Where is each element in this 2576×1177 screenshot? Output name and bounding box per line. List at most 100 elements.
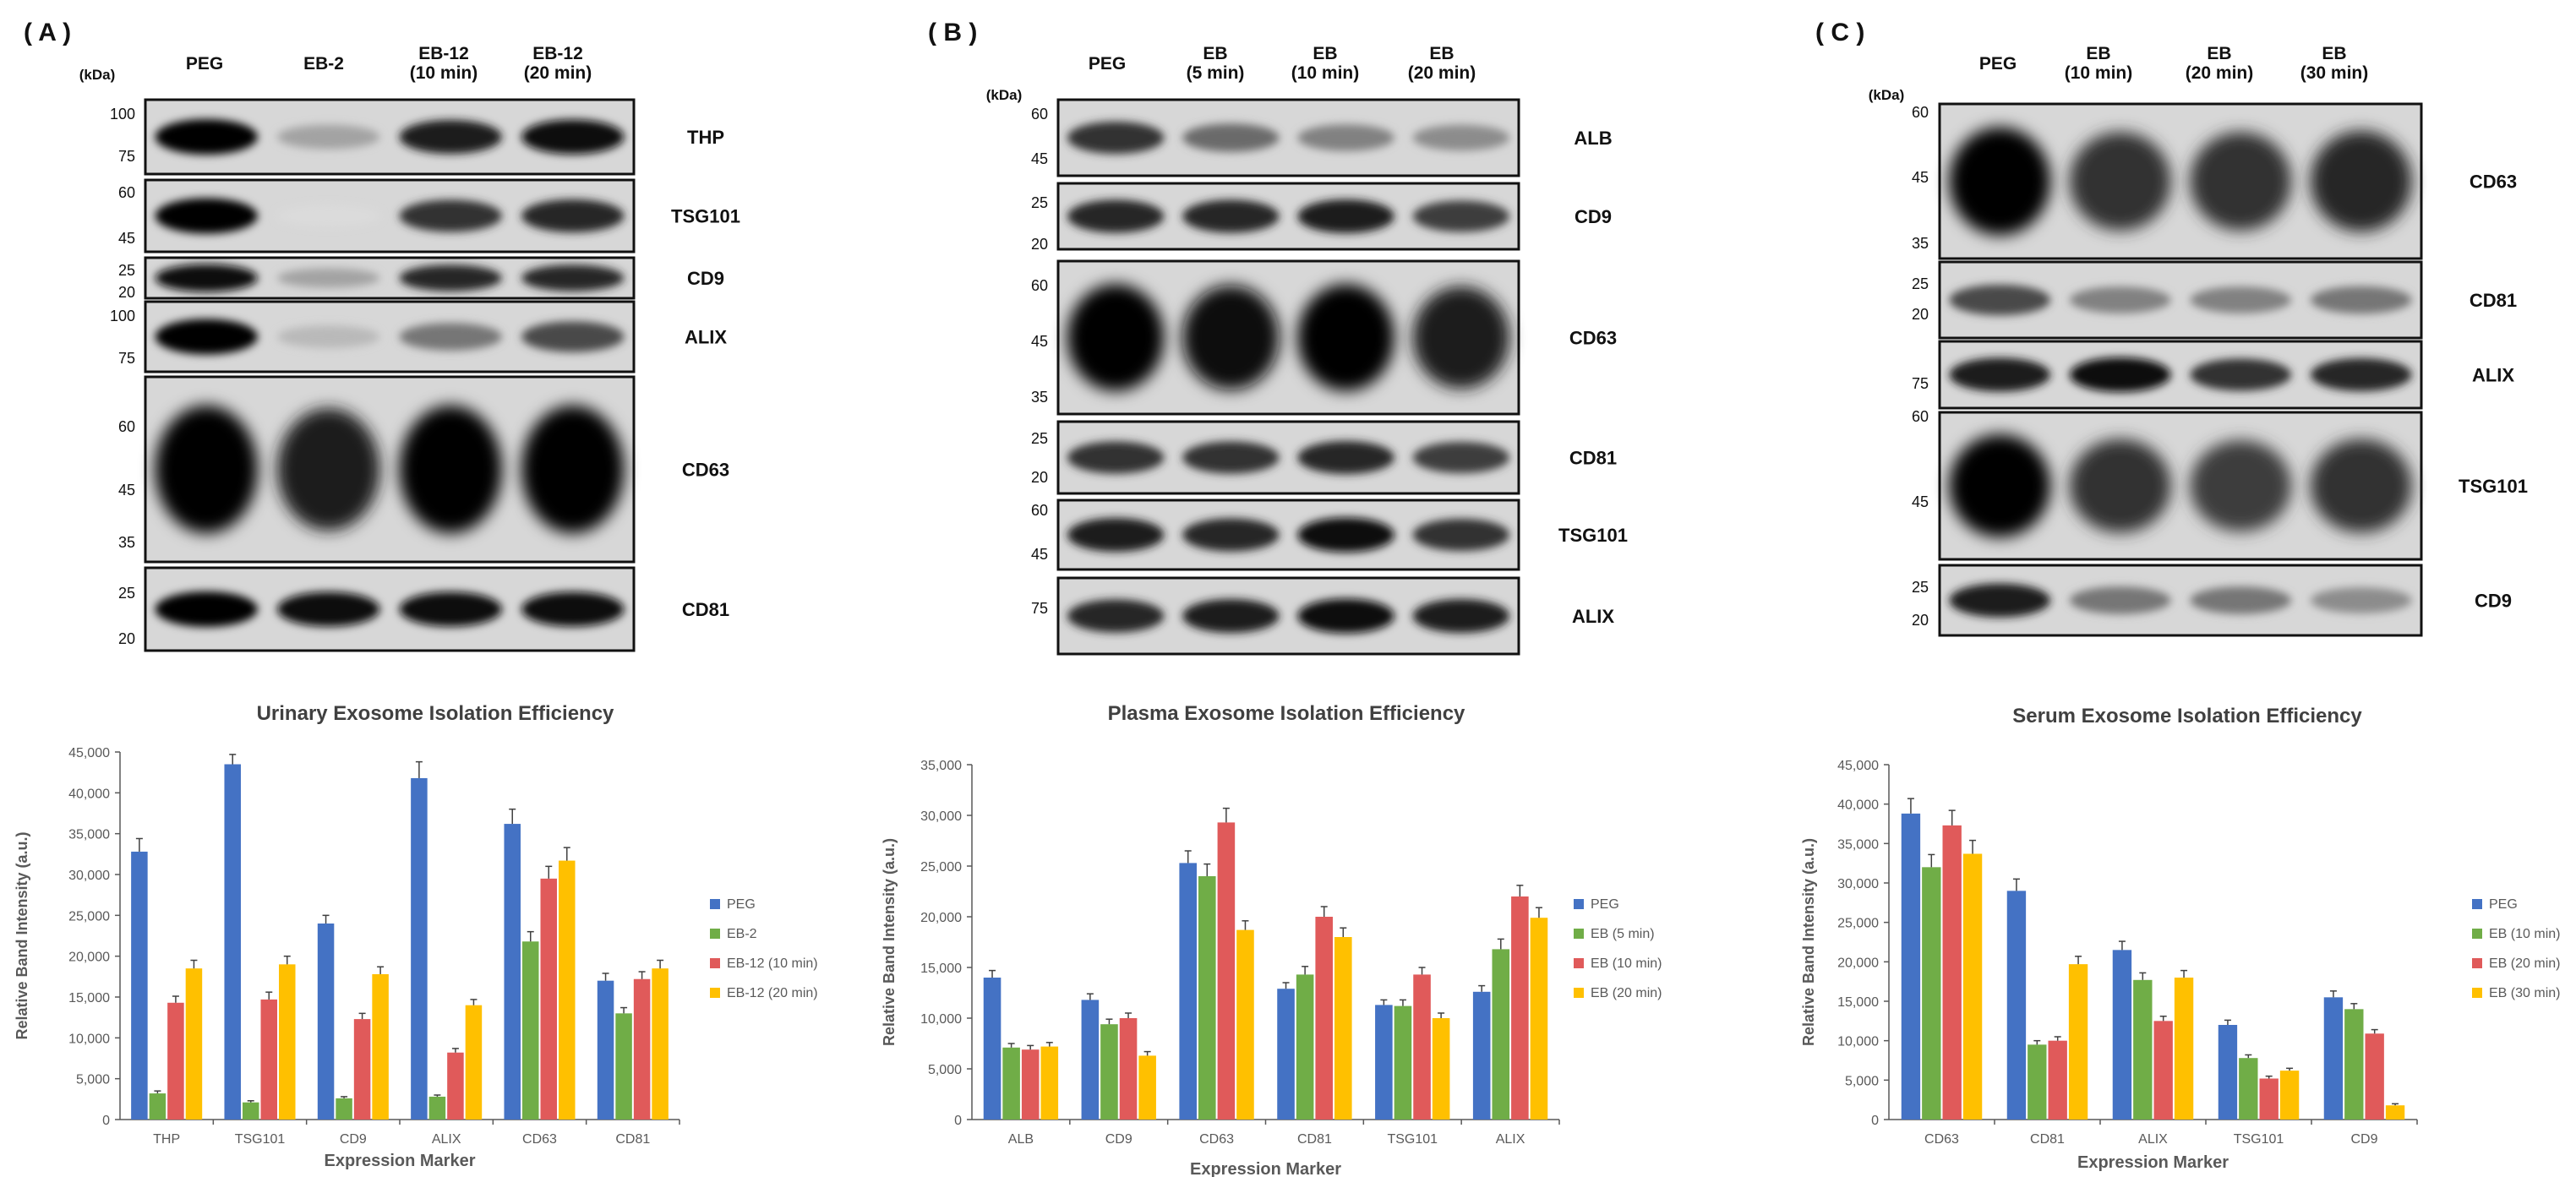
bar bbox=[224, 764, 241, 1120]
legend-entry: EB-12 (10 min) bbox=[727, 956, 818, 971]
legend-entry: EB (5 min) bbox=[1591, 927, 1655, 941]
x-tick-label: CD9 bbox=[1105, 1132, 1132, 1147]
band bbox=[2310, 130, 2412, 232]
bar bbox=[2385, 1105, 2405, 1120]
y-tick-label: 25,000 bbox=[920, 860, 962, 875]
band bbox=[277, 268, 380, 288]
x-axis-label: Expression Marker bbox=[1190, 1160, 1341, 1177]
kda-marker: 100 bbox=[110, 106, 135, 123]
bar bbox=[372, 973, 389, 1120]
y-axis-label: Relative Band Intensity (a.u.) bbox=[881, 838, 898, 1046]
band bbox=[155, 198, 258, 234]
bar bbox=[2239, 1058, 2258, 1120]
bar bbox=[1081, 1000, 1100, 1120]
strip-label: CD81 bbox=[1569, 448, 1617, 469]
y-tick-label: 30,000 bbox=[68, 869, 110, 883]
band bbox=[1182, 123, 1280, 152]
kda-marker: 60 bbox=[1031, 502, 1048, 519]
legend-swatch bbox=[2472, 988, 2482, 998]
bar bbox=[1432, 1018, 1450, 1120]
strip-label: TSG101 bbox=[2459, 476, 2528, 497]
kda-marker: 75 bbox=[118, 148, 135, 165]
bar bbox=[1217, 822, 1236, 1120]
y-tick-label: 25,000 bbox=[1837, 917, 1879, 931]
band bbox=[399, 264, 502, 292]
bar bbox=[242, 1102, 259, 1120]
lane-label: EB bbox=[1313, 44, 1337, 63]
lane-label: (20 min) bbox=[524, 63, 592, 83]
bar bbox=[317, 924, 335, 1120]
legend-entry: EB (20 min) bbox=[1591, 986, 1662, 1000]
lane-label: EB bbox=[1429, 44, 1454, 63]
blot-strip: CD9 25 20 bbox=[118, 256, 724, 301]
band bbox=[1182, 199, 1280, 233]
x-tick-label: CD81 bbox=[2030, 1132, 2065, 1147]
kda-marker: 20 bbox=[1031, 469, 1048, 486]
band bbox=[1182, 441, 1280, 474]
band bbox=[2069, 286, 2171, 313]
blot-strip: ALB 60 45 bbox=[1031, 98, 1613, 177]
band bbox=[155, 264, 258, 292]
lane-label: PEG bbox=[186, 54, 223, 74]
lane-label: (10 min) bbox=[1291, 63, 1360, 83]
lane-label: (10 min) bbox=[410, 63, 478, 83]
bar bbox=[1138, 1055, 1156, 1120]
bar bbox=[428, 1096, 446, 1120]
bar bbox=[1530, 918, 1548, 1120]
panel-label: ( C ) bbox=[1815, 19, 1864, 46]
kda-marker: 35 bbox=[1912, 235, 1929, 252]
chart-title: Plasma Exosome Isolation Efficiency bbox=[1108, 702, 1465, 725]
kda-marker: 25 bbox=[118, 262, 135, 279]
blot-strip: TSG101 60 45 bbox=[1912, 408, 2528, 561]
y-tick-label: 25,000 bbox=[68, 909, 110, 924]
legend-swatch bbox=[2472, 929, 2482, 939]
band bbox=[1297, 124, 1394, 151]
bar bbox=[336, 1098, 352, 1120]
x-tick-label: THP bbox=[153, 1132, 180, 1147]
y-tick-label: 0 bbox=[1871, 1114, 1879, 1128]
bar bbox=[1198, 876, 1216, 1120]
legend-swatch bbox=[1574, 988, 1584, 998]
bar bbox=[1472, 991, 1491, 1120]
bar bbox=[2068, 964, 2088, 1120]
band bbox=[2310, 357, 2412, 392]
x-tick-label: CD63 bbox=[1199, 1132, 1234, 1147]
bar bbox=[540, 878, 558, 1120]
band bbox=[1182, 518, 1280, 552]
bar bbox=[2259, 1078, 2279, 1120]
kda-marker: 20 bbox=[1912, 612, 1929, 629]
chart-title: Serum Exosome Isolation Efficiency bbox=[2012, 705, 2362, 727]
bar bbox=[652, 968, 669, 1120]
bar bbox=[260, 999, 278, 1120]
bar bbox=[2174, 978, 2194, 1120]
blot-strip: CD63 60 45 35 bbox=[1031, 259, 1617, 416]
blot-strip: CD63 60 45 35 bbox=[118, 375, 729, 564]
strip-label: TSG101 bbox=[1558, 525, 1628, 546]
strip-label: CD9 bbox=[2475, 591, 2512, 612]
bar bbox=[521, 941, 539, 1120]
kda-label: (kDa) bbox=[1869, 87, 1905, 103]
kda-marker: 25 bbox=[1031, 430, 1048, 447]
x-axis-label: Expression Marker bbox=[325, 1152, 476, 1170]
bar bbox=[504, 824, 521, 1120]
bar bbox=[1922, 867, 1941, 1120]
bar bbox=[1040, 1046, 1059, 1120]
bar bbox=[597, 980, 614, 1120]
band bbox=[1412, 441, 1510, 474]
blot-strip: ALIX 75 bbox=[1912, 340, 2514, 410]
band bbox=[521, 591, 625, 627]
band bbox=[2190, 286, 2292, 313]
y-axis-label: Relative Band Intensity (a.u.) bbox=[14, 831, 30, 1039]
band bbox=[521, 264, 625, 292]
bar bbox=[465, 1005, 483, 1120]
bar bbox=[1492, 949, 1510, 1120]
legend-entry: EB-12 (20 min) bbox=[727, 986, 818, 1000]
legend-swatch bbox=[710, 929, 720, 939]
bar bbox=[2006, 891, 2027, 1120]
lane-label: EB-2 bbox=[303, 54, 344, 74]
band bbox=[277, 124, 380, 150]
band bbox=[2190, 439, 2292, 532]
band bbox=[1949, 284, 2051, 316]
band bbox=[2310, 439, 2412, 533]
